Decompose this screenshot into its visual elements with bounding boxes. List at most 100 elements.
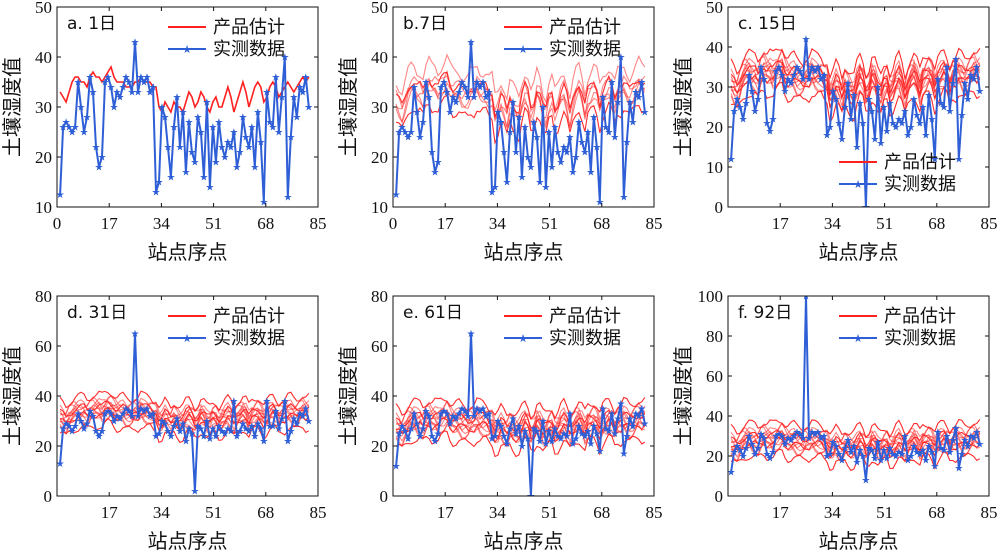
observed-point-marker: ★ <box>202 417 211 428</box>
x-tick-label: 51 <box>541 503 558 522</box>
observed-point-marker: ★ <box>142 404 151 415</box>
observed-point-marker: ★ <box>392 190 401 201</box>
observed-point-marker: ★ <box>867 446 876 457</box>
observed-point-marker: ★ <box>529 118 538 129</box>
observed-point-marker: ★ <box>769 115 778 126</box>
observed-point-marker: ★ <box>148 83 157 94</box>
observed-point-marker: ★ <box>190 158 199 169</box>
observed-point-marker: ★ <box>846 448 855 459</box>
y-tick-label: 60 <box>35 337 52 356</box>
observed-point-marker: ★ <box>954 155 963 166</box>
observed-point-marker: ★ <box>523 434 532 445</box>
observed-point-marker: ★ <box>238 419 247 430</box>
observed-point-marker: ★ <box>401 128 410 139</box>
observed-point-marker: ★ <box>784 434 793 445</box>
observed-point-marker: ★ <box>136 404 145 415</box>
observed-point-marker: ★ <box>292 113 301 124</box>
observed-point-marker: ★ <box>65 422 74 433</box>
subplot-6: ★★★★★★★★★★★★★★★★★★★★★★★★★★★★★★★★★★★★★★★★… <box>671 287 998 550</box>
observed-point-marker: ★ <box>295 83 304 94</box>
observed-point-marker: ★ <box>71 422 80 433</box>
observed-point-marker: ★ <box>422 407 431 418</box>
observed-point-marker: ★ <box>769 448 778 459</box>
observed-point-marker: ★ <box>223 138 232 149</box>
observed-point-marker: ★ <box>472 404 481 415</box>
observed-point-marker: ★ <box>891 452 900 463</box>
observed-point-marker: ★ <box>437 83 446 94</box>
plot-area: ★★★★★★★★★★★★★★★★★★★★★★★★★★★★★★★★★★★★★★★★… <box>728 296 984 487</box>
observed-point-marker: ★ <box>834 119 843 130</box>
observed-point-marker: ★ <box>289 93 298 104</box>
observed-point-marker: ★ <box>891 123 900 134</box>
observed-point-marker: ★ <box>160 113 169 124</box>
observed-point-marker: ★ <box>59 123 68 134</box>
observed-point-marker: ★ <box>813 63 822 74</box>
observed-point-marker: ★ <box>517 173 526 184</box>
observed-point-marker: ★ <box>849 442 858 453</box>
observed-point-marker: ★ <box>918 103 927 114</box>
observed-point-marker: ★ <box>80 128 89 139</box>
observed-point-marker: ★ <box>139 78 148 89</box>
observed-point-marker: ★ <box>547 163 556 174</box>
observed-point-marker: ★ <box>413 108 422 119</box>
observed-point-marker: ★ <box>119 409 128 420</box>
y-tick-label: 20 <box>35 437 52 456</box>
observed-point-marker: ★ <box>628 118 637 129</box>
observed-point-marker: ★ <box>930 155 939 166</box>
observed-point-marker: ★ <box>589 422 598 433</box>
x-tick-label: 17 <box>772 214 790 233</box>
observed-point-marker: ★ <box>909 95 918 106</box>
observed-point-marker: ★ <box>831 95 840 106</box>
observed-point-marker: ★ <box>622 432 631 443</box>
observed-point-marker: ★ <box>419 118 428 129</box>
x-tick-label: 85 <box>981 503 998 522</box>
observed-point-marker: ★ <box>751 107 760 118</box>
observed-point-marker: ★ <box>301 404 310 415</box>
x-tick-label: 17 <box>437 503 455 522</box>
observed-point-marker: ★ <box>404 434 413 445</box>
x-tick-label: 17 <box>437 214 455 233</box>
observed-point-marker: ★ <box>232 163 241 174</box>
observed-point-marker: ★ <box>119 83 128 94</box>
observed-point-marker: ★ <box>592 429 601 440</box>
observed-point-marker: ★ <box>520 427 529 438</box>
observed-point-marker: ★ <box>181 437 190 448</box>
y-tick-label: 40 <box>371 387 388 406</box>
observed-point-marker: ★ <box>508 414 517 425</box>
observed-point-marker: ★ <box>526 492 535 503</box>
observed-point-marker: ★ <box>481 412 490 423</box>
y-axis-label: 土壤湿度值 <box>336 57 360 157</box>
product-estimate-line <box>59 390 310 412</box>
observed-point-marker: ★ <box>220 429 229 440</box>
y-tick-label: 10 <box>706 158 723 177</box>
observed-point-marker: ★ <box>229 128 238 139</box>
y-tick-label: 20 <box>706 118 723 137</box>
y-tick-label: 40 <box>706 38 723 57</box>
observed-point-marker: ★ <box>831 442 840 453</box>
observed-point-marker: ★ <box>211 158 220 169</box>
observed-point-marker: ★ <box>133 412 142 423</box>
observed-point-marker: ★ <box>903 456 912 467</box>
x-tick-label: 85 <box>981 214 998 233</box>
observed-point-marker: ★ <box>461 83 470 94</box>
legend-product-label: 产品估计 <box>213 306 285 327</box>
legend-observed-label: 实测数据 <box>213 39 285 60</box>
observed-point-marker: ★ <box>520 123 529 134</box>
observed-point-marker: ★ <box>903 131 912 142</box>
product-estimate-line <box>395 430 646 458</box>
observed-point-marker: ★ <box>250 163 259 174</box>
x-tick-label: 17 <box>772 503 790 522</box>
observed-point-marker: ★ <box>443 409 452 420</box>
observed-point-marker: ★ <box>446 419 455 430</box>
observed-point-marker: ★ <box>431 168 440 179</box>
observed-point-marker: ★ <box>966 71 975 82</box>
observed-point-marker: ★ <box>62 118 71 129</box>
product-estimate-line <box>395 400 646 431</box>
observed-point-marker: ★ <box>499 432 508 443</box>
observed-point-marker: ★ <box>154 429 163 440</box>
observed-point-marker: ★ <box>487 434 496 445</box>
observed-point-marker: ★ <box>873 83 882 94</box>
panel-title: a. 1日 <box>67 14 116 34</box>
observed-point-marker: ★ <box>942 432 951 443</box>
observed-point-marker: ★ <box>640 419 649 430</box>
